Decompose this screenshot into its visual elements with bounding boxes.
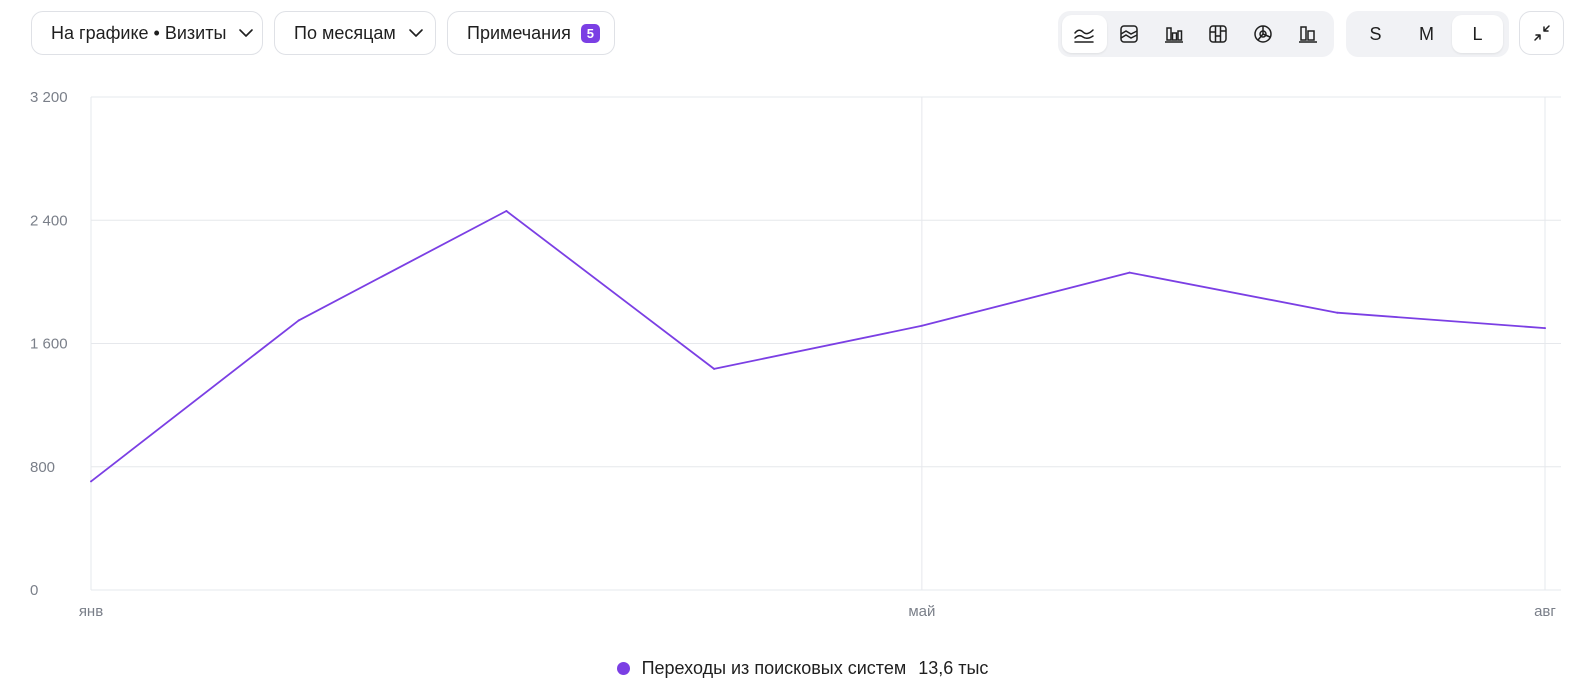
series-layer [90, 210, 1546, 483]
collapse-button[interactable] [1519, 11, 1564, 55]
data-point [1336, 311, 1339, 314]
y-tick-label: 1 600 [30, 336, 68, 353]
pie-chart-icon [1254, 25, 1272, 43]
stacked-area-icon [1120, 25, 1138, 43]
x-axis: янв май авг [79, 603, 1557, 620]
y-axis: 0 800 1 600 2 400 3 200 [30, 89, 68, 599]
chevron-down-icon [239, 29, 254, 37]
legend-series-name: Переходы из поисковых систем [641, 657, 907, 678]
period-select-button[interactable]: По месяцам [274, 11, 436, 55]
line-chart: 0 800 1 600 2 400 3 200 янв май авг [30, 89, 1561, 620]
data-point [90, 480, 92, 483]
notes-button[interactable]: Примечания 5 [447, 11, 615, 55]
data-point [920, 324, 923, 327]
period-select-label: По месяцам [294, 22, 396, 43]
y-tick-label: 3 200 [30, 89, 68, 106]
chart-type-switcher [1058, 11, 1334, 57]
y-tick-label: 800 [30, 459, 55, 476]
data-point [1544, 327, 1546, 330]
grid [90, 96, 1561, 591]
pie-chart-button[interactable] [1241, 15, 1286, 53]
size-switcher: S M L [1346, 11, 1509, 57]
collapse-icon [1533, 25, 1550, 41]
metric-select-button[interactable]: На графике • Визиты [31, 11, 263, 55]
column-chart-button[interactable] [1285, 15, 1330, 53]
series-line [90, 210, 1546, 483]
x-tick-label: янв [79, 603, 103, 620]
bar-chart-icon [1164, 27, 1183, 43]
column-chart-icon [1298, 26, 1317, 43]
size-s-button[interactable]: S [1369, 23, 1382, 44]
notes-count-badge: 5 [580, 23, 600, 43]
legend-item[interactable]: Переходы из поисковых систем 13,6 тыс [616, 657, 989, 679]
legend-marker [616, 661, 630, 675]
data-point [505, 210, 508, 213]
data-point [1128, 271, 1131, 274]
chart-toolbar: На графике • Визиты По месяцам Примечани… [0, 0, 1591, 66]
stacked-area-button[interactable] [1107, 15, 1152, 53]
y-tick-label: 2 400 [30, 212, 68, 229]
x-tick-label: май [908, 603, 935, 620]
size-l-button[interactable]: L [1452, 15, 1503, 53]
stacked-bar-icon [1209, 25, 1228, 43]
notes-label: Примечания [467, 22, 571, 43]
data-point [297, 319, 300, 322]
y-tick-label: 0 [30, 582, 38, 599]
data-point [713, 367, 716, 370]
stacked-bar-button[interactable] [1196, 15, 1241, 53]
x-tick-label: авг [1534, 603, 1556, 620]
metric-select-label: На графике • Визиты [51, 22, 227, 43]
chevron-down-icon [408, 29, 423, 37]
size-m-button[interactable]: M [1419, 23, 1434, 44]
legend-series-total: 13,6 тыс [918, 657, 989, 678]
line-chart-icon [1074, 29, 1095, 43]
line-chart-button[interactable] [1062, 15, 1107, 53]
bar-chart-button[interactable] [1151, 15, 1196, 53]
legend: Переходы из поисковых систем 13,6 тыс [0, 651, 1591, 685]
